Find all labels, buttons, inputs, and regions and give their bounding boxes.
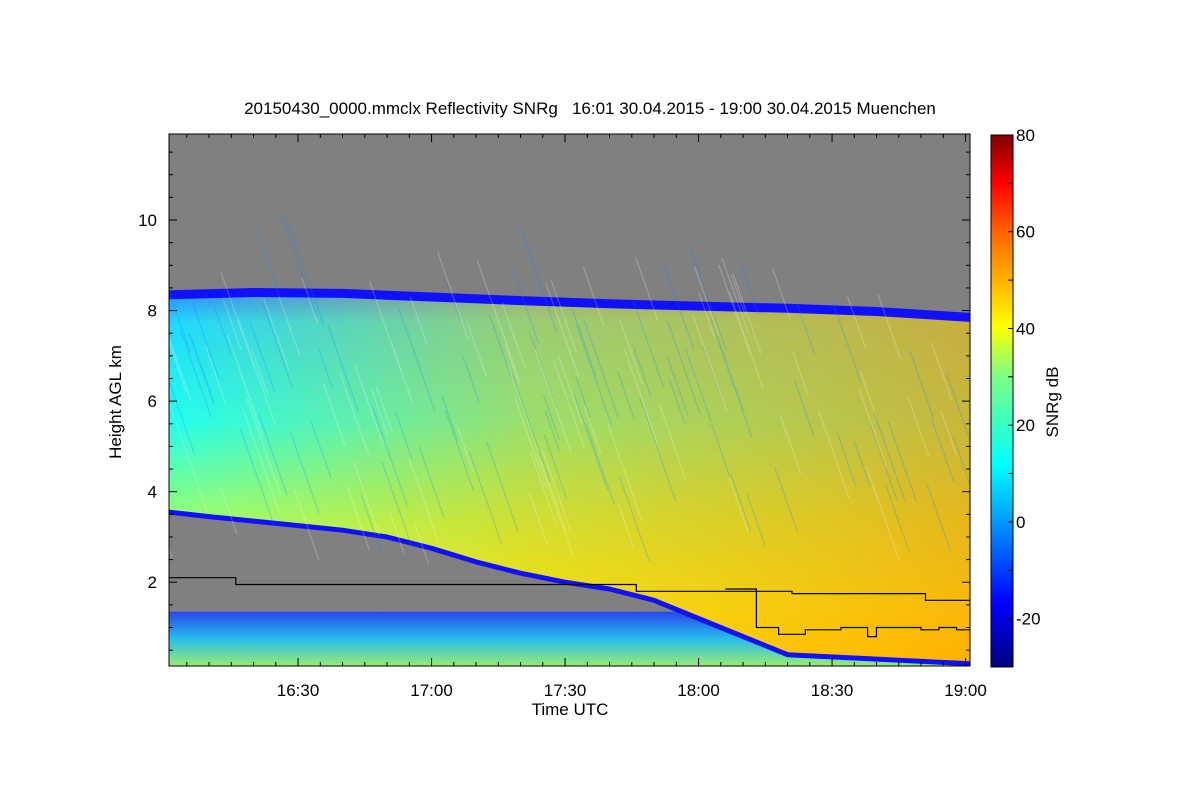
colorbar-tick-label: 80 [1016,126,1035,145]
colorbar: -20 0 20 40 60 80 [990,126,1041,668]
y-tick-label: 6 [148,392,157,411]
boundary-line-1 [169,577,970,601]
strong-echo-region [169,292,970,664]
y-tick-label: 8 [148,302,157,321]
x-axis-label: Time UTC [532,700,609,719]
chart-title: 20150430_0000.mmclx Reflectivity SNRg 16… [244,99,936,118]
colorbar-tick-label: -20 [1016,610,1041,629]
plot-frame [168,133,971,667]
boundary-line-2 [725,588,970,638]
fall-streaks [169,215,970,564]
colorbar-tick-label: 20 [1016,416,1035,435]
x-tick-label: 18:30 [811,681,854,700]
colorbar-label: SNRg dB [1043,367,1062,438]
colorbar-gradient [990,134,1014,668]
y-tick-label: 4 [148,483,157,502]
x-tick-label: 18:00 [677,681,720,700]
boundary-lines [169,577,970,638]
y-tick-label: 10 [138,211,157,230]
x-tick-label: 16:30 [277,681,320,700]
colorbar-tick-label: 0 [1016,513,1025,532]
y-axis-label: Height AGL km [106,345,125,459]
x-tick-label: 17:00 [410,681,453,700]
x-tick-label: 19:00 [944,681,987,700]
cloud-base-edge [169,509,970,666]
cloud-top-edge [169,288,970,322]
plot-area [169,134,970,666]
axes: 2 4 6 8 10 16:30 17:00 17:30 18:00 18:30 19:00 [138,133,987,700]
colorbar-tick-label: 60 [1016,223,1035,242]
y-tick-label: 2 [148,573,157,592]
colorbar-tick-label: 40 [1016,319,1035,338]
x-tick-label: 17:30 [544,681,587,700]
